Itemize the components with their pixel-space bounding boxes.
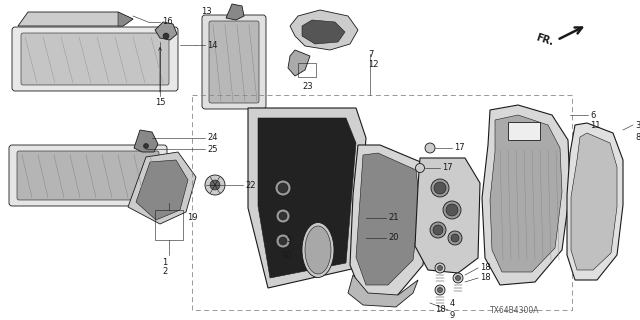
Polygon shape <box>290 10 358 50</box>
Polygon shape <box>350 145 430 297</box>
Text: 22: 22 <box>245 180 255 189</box>
Circle shape <box>276 209 290 223</box>
Circle shape <box>431 179 449 197</box>
Text: 1: 1 <box>163 258 168 267</box>
FancyBboxPatch shape <box>209 21 259 103</box>
Polygon shape <box>18 12 133 26</box>
FancyBboxPatch shape <box>12 27 178 91</box>
Circle shape <box>446 204 458 216</box>
Text: 10: 10 <box>282 251 292 260</box>
Polygon shape <box>226 4 244 20</box>
Circle shape <box>425 143 435 153</box>
Polygon shape <box>128 152 196 224</box>
Ellipse shape <box>302 222 334 277</box>
Text: 18: 18 <box>480 274 491 283</box>
FancyBboxPatch shape <box>21 33 169 85</box>
Circle shape <box>415 164 424 172</box>
FancyBboxPatch shape <box>9 145 167 206</box>
Circle shape <box>435 285 445 295</box>
Circle shape <box>276 234 290 248</box>
Text: 15: 15 <box>155 98 165 107</box>
Circle shape <box>433 225 443 235</box>
Circle shape <box>448 231 462 245</box>
Polygon shape <box>248 108 366 288</box>
Text: 18: 18 <box>480 263 491 273</box>
Text: 2: 2 <box>163 267 168 276</box>
Circle shape <box>434 182 446 194</box>
Text: 21: 21 <box>388 213 399 222</box>
Text: TX64B4300A: TX64B4300A <box>490 306 540 315</box>
Ellipse shape <box>305 226 331 274</box>
Polygon shape <box>288 50 310 76</box>
Polygon shape <box>415 158 480 273</box>
Circle shape <box>435 263 445 273</box>
Polygon shape <box>508 122 540 140</box>
Polygon shape <box>134 130 158 152</box>
Text: 20: 20 <box>388 234 399 243</box>
Polygon shape <box>258 118 356 278</box>
Text: 18: 18 <box>435 305 445 314</box>
Circle shape <box>453 273 463 283</box>
Polygon shape <box>302 20 345 44</box>
Text: 17: 17 <box>442 164 452 172</box>
Text: 14: 14 <box>207 41 218 50</box>
Circle shape <box>438 266 442 270</box>
Circle shape <box>275 180 291 196</box>
Circle shape <box>451 234 459 242</box>
Circle shape <box>443 201 461 219</box>
FancyBboxPatch shape <box>202 15 266 109</box>
Text: 3: 3 <box>635 121 640 130</box>
FancyArrowPatch shape <box>159 48 161 92</box>
Text: FR.: FR. <box>535 32 555 48</box>
Circle shape <box>456 276 461 281</box>
Polygon shape <box>136 160 188 220</box>
Text: 9: 9 <box>450 310 455 319</box>
Circle shape <box>430 222 446 238</box>
Polygon shape <box>482 105 570 285</box>
FancyBboxPatch shape <box>17 151 159 200</box>
Circle shape <box>210 180 220 190</box>
Circle shape <box>438 287 442 292</box>
Text: 24: 24 <box>207 133 218 142</box>
Text: 6: 6 <box>590 110 595 119</box>
Circle shape <box>279 212 287 220</box>
Polygon shape <box>490 115 562 272</box>
Text: 19: 19 <box>187 213 198 222</box>
Text: 16: 16 <box>162 18 173 27</box>
Circle shape <box>163 33 169 39</box>
Text: 4: 4 <box>450 299 455 308</box>
Circle shape <box>205 175 225 195</box>
Text: 23: 23 <box>303 82 314 91</box>
Polygon shape <box>348 275 418 307</box>
Polygon shape <box>356 153 420 285</box>
Text: 17: 17 <box>454 143 465 153</box>
Text: 5: 5 <box>287 236 292 244</box>
Text: 12: 12 <box>368 60 378 69</box>
Polygon shape <box>571 133 617 270</box>
Polygon shape <box>155 22 177 40</box>
Circle shape <box>278 183 288 193</box>
Polygon shape <box>567 123 623 280</box>
Circle shape <box>143 143 148 148</box>
Text: 11: 11 <box>590 122 600 131</box>
Text: 8: 8 <box>635 132 640 141</box>
Text: 25: 25 <box>207 145 218 154</box>
Polygon shape <box>118 12 133 26</box>
Text: 7: 7 <box>368 50 373 59</box>
Text: 13: 13 <box>201 7 212 16</box>
Circle shape <box>279 237 287 245</box>
